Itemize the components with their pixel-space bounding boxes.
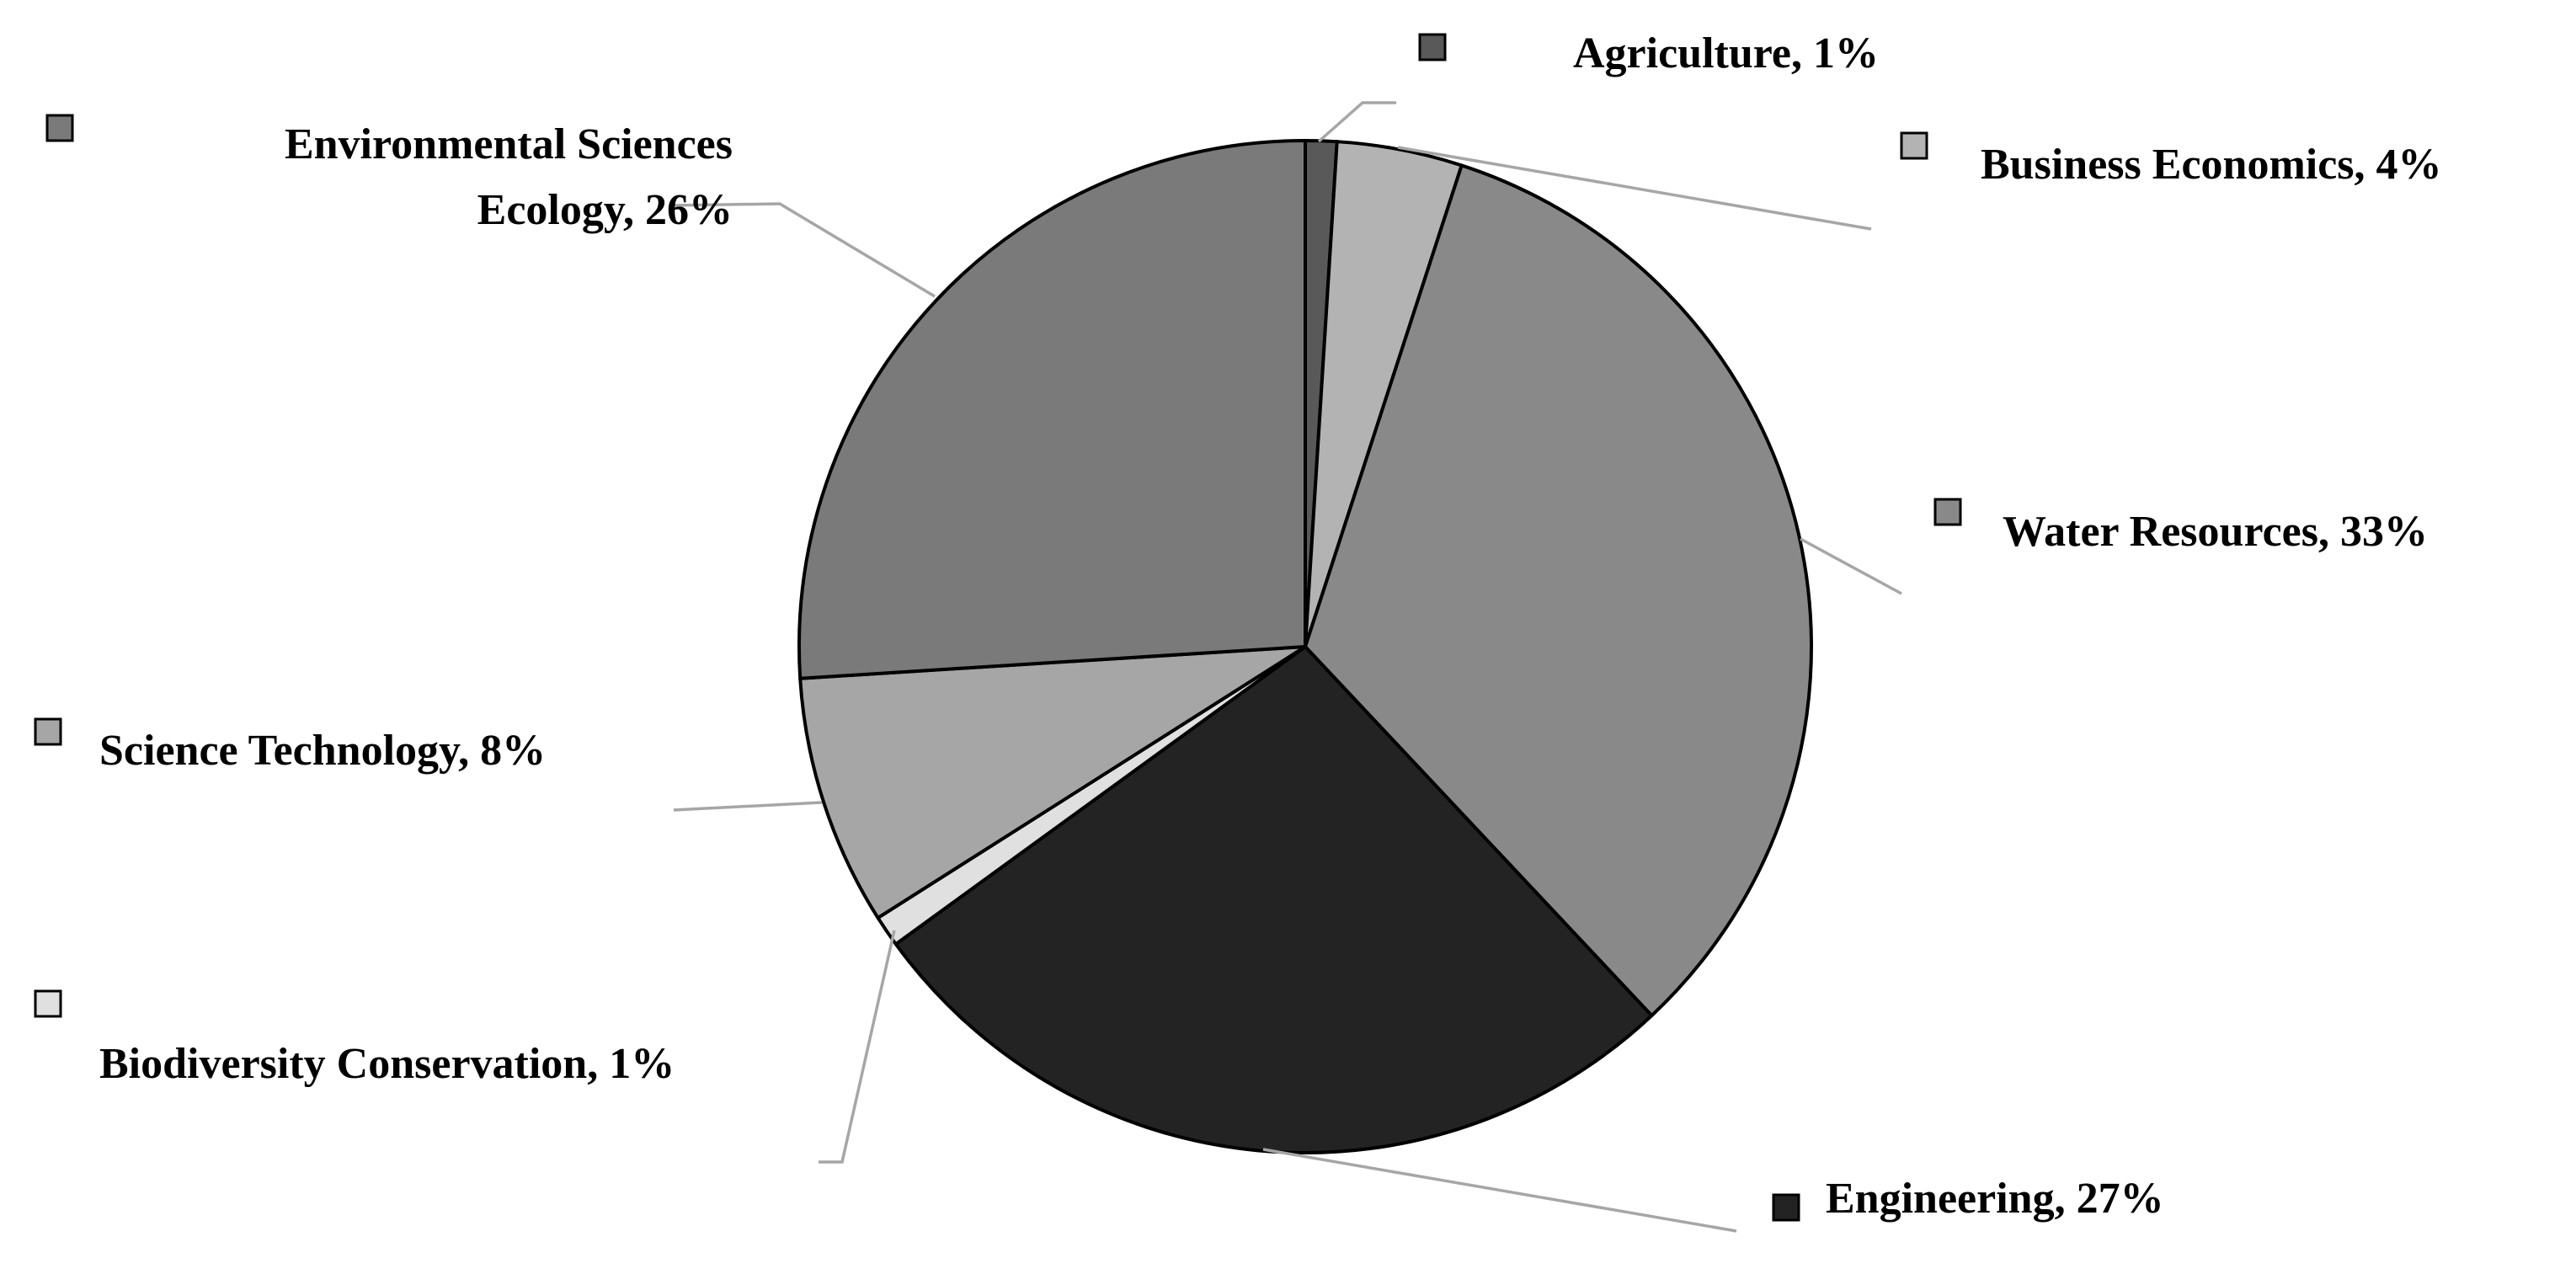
legend-swatch-engineering bbox=[1772, 1193, 1800, 1222]
leader-line-biodiversity-conservation bbox=[819, 930, 896, 1164]
legend-swatch-agriculture bbox=[1418, 33, 1447, 61]
data-label-science-technology: Science Technology, 8% bbox=[99, 727, 546, 775]
legend-swatch-environmental-sciences-ecology bbox=[45, 114, 74, 142]
leader-line-agriculture bbox=[1317, 101, 1396, 143]
legend-swatch-business-economics bbox=[1900, 131, 1928, 160]
data-labels: Agriculture, 1% Business Economics, 4% Wat… bbox=[34, 29, 2442, 1223]
leader-line-engineering bbox=[1262, 1148, 1737, 1233]
pie-slice-water-resources bbox=[1304, 163, 1813, 1018]
pie-slices bbox=[797, 139, 1813, 1154]
legend-swatch-biodiversity-conservation bbox=[34, 989, 62, 1018]
data-label-agriculture: Agriculture, 1% bbox=[1573, 29, 1879, 77]
leader-line-science-technology bbox=[673, 801, 823, 812]
legend-swatch-water-resources bbox=[1933, 498, 1962, 526]
pie-slice-engineering bbox=[893, 645, 1654, 1154]
leader-line-business-economics bbox=[1397, 146, 1872, 231]
pie-slice-environmental-sciences-ecology bbox=[797, 139, 1307, 680]
leader-line-water-resources bbox=[1800, 537, 1902, 595]
pie-slice-science-technology bbox=[798, 645, 1307, 920]
legend-swatch-science-technology bbox=[34, 717, 62, 746]
leader-line-environmental-sciences-ecology bbox=[669, 202, 936, 298]
data-label-water-resources: Water Resources, 33% bbox=[2003, 508, 2428, 556]
data-label-business-economics: Business Economics, 4% bbox=[1981, 141, 2442, 189]
data-label-environmental-sciences-ecology: Environmental Sciences Ecology, 26% bbox=[285, 120, 733, 234]
data-label-engineering: Engineering, 27% bbox=[1826, 1175, 2164, 1223]
data-label-biodiversity-conservation: Biodiversity Conservation, 1% bbox=[99, 1040, 675, 1088]
leader-lines bbox=[669, 101, 1902, 1233]
